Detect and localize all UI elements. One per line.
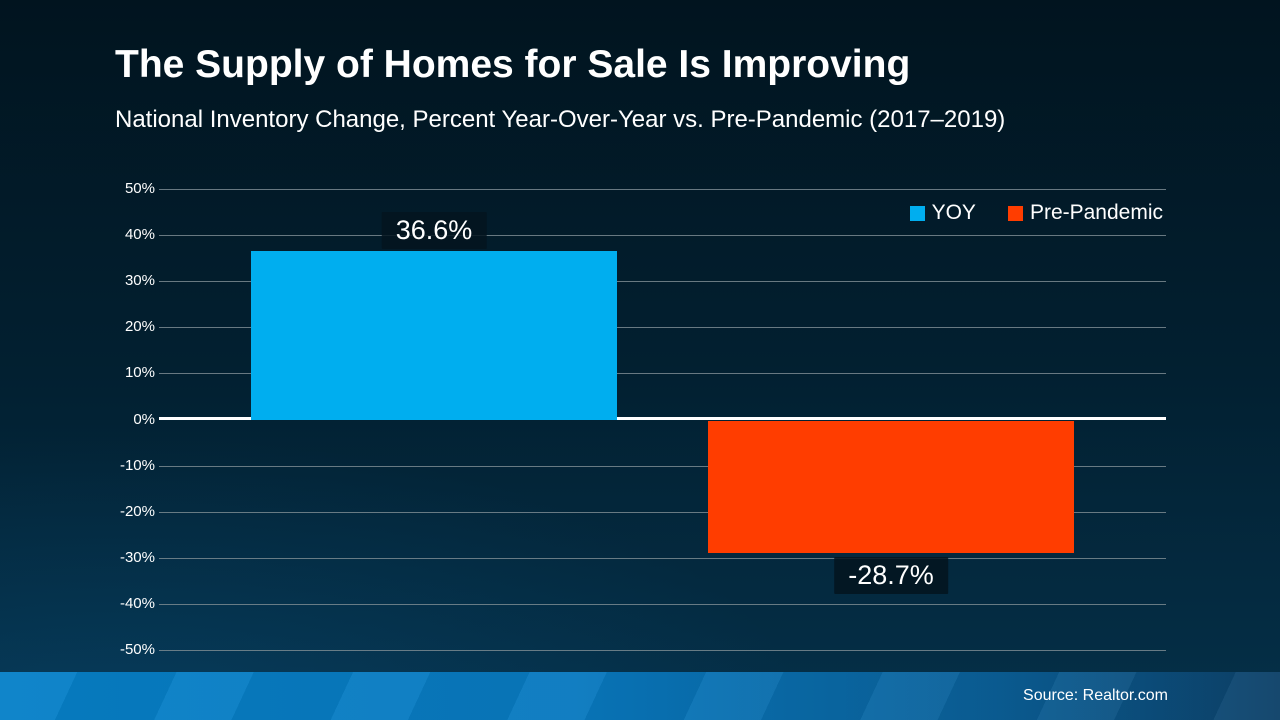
zero-axis-line [159,417,1166,420]
y-tick-label: 10% [124,364,155,382]
gridline [159,558,1166,560]
y-tick-label: 20% [124,318,155,336]
chart-subtitle: National Inventory Change, Percent Year-… [115,106,1006,133]
y-tick-label: -20% [119,502,155,520]
gridline [159,281,1166,283]
legend-label: YOY [931,201,976,224]
chart-title: The Supply of Homes for Sale Is Improvin… [115,43,911,86]
legend: YOY Pre-Pandemic [909,201,1163,225]
y-tick-label: 50% [124,179,155,197]
y-tick-label: -40% [119,595,155,613]
y-tick-label: -50% [119,641,155,659]
gridline [159,235,1166,237]
footer-band: Source: Realtor.com [0,672,1280,720]
source-text: Source: Realtor.com [1023,687,1168,704]
gridline [159,465,1166,467]
gridline [159,188,1166,190]
y-tick-label: 30% [124,272,155,290]
gridline [159,373,1166,375]
gridline [159,511,1166,513]
gridline [159,650,1166,652]
y-tick-label: -30% [119,549,155,567]
bar-pre-pandemic [708,421,1074,554]
value-label-yoy: 36.6% [381,211,487,249]
bar-yoy [251,250,617,420]
y-tick-label: 0% [133,410,155,428]
legend-item-pre-pandemic: Pre-Pandemic [1007,201,1163,225]
legend-item-yoy: YOY [909,201,976,225]
gridline [159,327,1166,329]
gridline [159,604,1166,606]
y-tick-label: 40% [124,226,155,244]
value-label-pre-pandemic: -28.7% [834,557,948,595]
legend-swatch-icon [909,205,925,221]
legend-swatch-icon [1007,205,1023,221]
legend-label: Pre-Pandemic [1029,201,1163,224]
y-tick-label: -10% [119,456,155,474]
